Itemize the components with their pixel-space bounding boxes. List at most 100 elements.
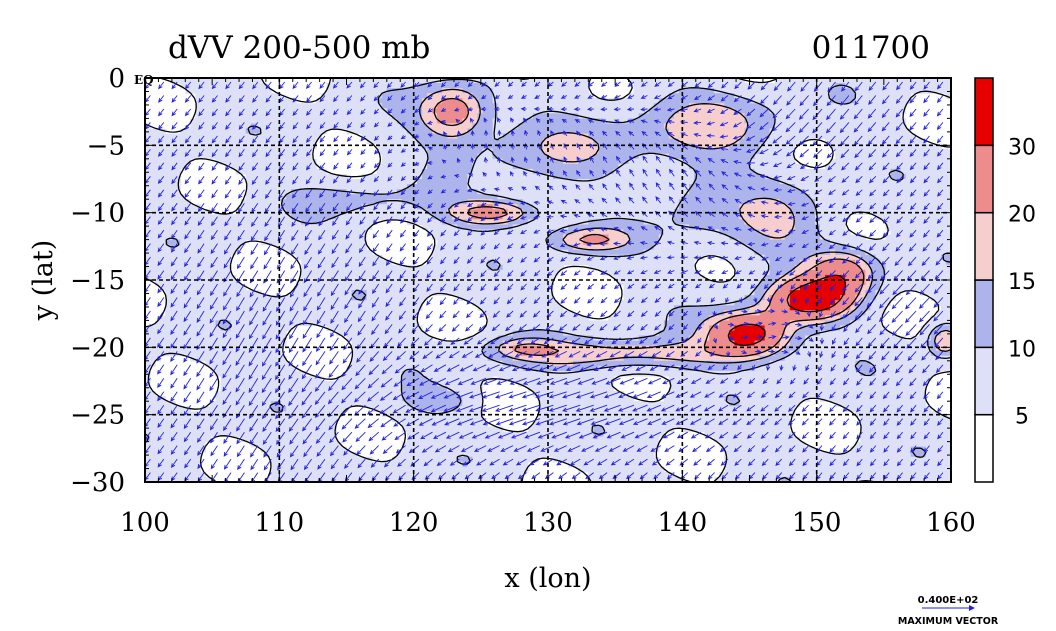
field-cell — [452, 88, 458, 94]
field-cell — [155, 249, 161, 256]
field-cell — [195, 219, 202, 226]
field-cell — [628, 148, 635, 155]
field-cell — [759, 219, 766, 226]
field-cell — [719, 93, 725, 99]
field-cell — [447, 229, 453, 236]
field-cell — [497, 98, 504, 104]
field-cell — [739, 189, 746, 195]
field-cell — [663, 229, 670, 236]
field-cell — [814, 239, 821, 246]
field-cell — [573, 138, 579, 145]
field-cell — [311, 189, 317, 195]
field-cell — [346, 103, 353, 109]
field-cell — [558, 189, 564, 195]
field-cell — [643, 128, 650, 135]
field-cell — [346, 83, 353, 89]
field-cell — [537, 163, 544, 170]
field-cell — [185, 239, 191, 246]
field-cell — [507, 163, 514, 170]
field-cell — [653, 199, 660, 205]
field-cell — [744, 224, 751, 231]
field-cell — [150, 234, 156, 241]
field-cell — [628, 113, 635, 119]
field-cell — [910, 153, 917, 160]
field-cell — [361, 118, 368, 125]
field-cell — [537, 219, 544, 226]
field-cell — [673, 173, 680, 180]
field-cell — [673, 113, 680, 119]
field-cell — [180, 229, 186, 236]
field-cell — [195, 88, 202, 94]
field-cell — [432, 123, 438, 130]
field-cell — [835, 153, 841, 160]
field-cell — [275, 158, 282, 165]
field-cell — [391, 204, 398, 210]
field-cell — [417, 214, 423, 220]
field-cell — [366, 103, 373, 109]
field-cell — [905, 214, 912, 220]
field-cell — [336, 123, 343, 130]
field-cell — [673, 244, 680, 251]
field-cell — [794, 123, 801, 130]
field-cell — [482, 179, 489, 185]
field-cell — [910, 163, 917, 170]
field-cell — [381, 173, 388, 180]
field-cell — [804, 234, 811, 241]
field-cell — [482, 98, 489, 104]
field-cell — [205, 254, 212, 261]
field-cell — [537, 83, 544, 89]
field-cell — [432, 93, 438, 99]
field-cell — [855, 123, 861, 130]
field-cell — [814, 123, 821, 130]
field-cell — [769, 158, 776, 165]
field-cell — [734, 224, 741, 231]
field-cell — [608, 204, 615, 210]
field-cell — [663, 118, 670, 125]
field-cell — [699, 219, 705, 226]
field-cell — [749, 234, 756, 241]
field-cell — [150, 128, 156, 135]
field-cell — [915, 204, 922, 210]
field-cell — [885, 128, 892, 135]
field-cell — [462, 239, 468, 246]
field-cell — [809, 83, 816, 89]
field-cell — [477, 194, 484, 200]
field-cell — [648, 138, 655, 145]
field-cell — [714, 168, 720, 175]
field-cell — [673, 128, 680, 135]
field-cell — [578, 93, 584, 99]
field-cell — [417, 148, 423, 155]
field-cell — [517, 214, 524, 220]
field-cell — [643, 214, 650, 220]
field-cell — [235, 78, 242, 84]
field-cell — [417, 163, 423, 170]
field-cell — [301, 234, 307, 241]
field-cell — [477, 168, 484, 175]
field-cell — [542, 98, 549, 104]
field-cell — [361, 88, 368, 94]
field-cell — [613, 214, 620, 220]
field-cell — [789, 88, 796, 94]
field-cell — [794, 163, 801, 170]
field-cell — [376, 103, 383, 109]
field-cell — [477, 234, 484, 241]
field-cell — [724, 148, 730, 155]
field-cell — [603, 113, 610, 119]
field-cell — [422, 143, 428, 150]
field-cell — [205, 128, 212, 135]
field-cell — [769, 204, 776, 210]
field-cell — [527, 128, 534, 135]
field-cell — [910, 214, 917, 220]
field-cell — [598, 224, 605, 231]
field-cell — [215, 113, 222, 119]
field-cell — [890, 93, 897, 99]
field-cell — [804, 103, 811, 109]
field-cell — [437, 123, 443, 130]
field-cell — [734, 78, 741, 84]
field-cell — [512, 98, 519, 104]
field-cell — [316, 189, 322, 195]
field-cell — [553, 239, 559, 246]
field-cell — [749, 194, 756, 200]
field-cell — [442, 234, 448, 241]
field-cell — [351, 113, 358, 119]
